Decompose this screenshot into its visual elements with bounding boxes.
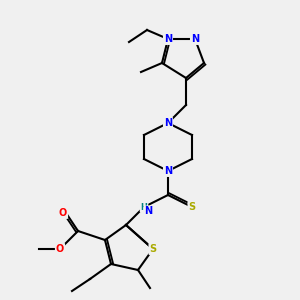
- Text: N: N: [164, 34, 172, 44]
- Text: N: N: [144, 206, 153, 217]
- Text: N: N: [164, 118, 172, 128]
- Text: S: S: [188, 202, 196, 212]
- Text: N: N: [191, 34, 199, 44]
- Text: O: O: [56, 244, 64, 254]
- Text: N: N: [164, 166, 172, 176]
- Text: H: H: [141, 202, 147, 211]
- Text: O: O: [59, 208, 67, 218]
- Text: S: S: [149, 244, 157, 254]
